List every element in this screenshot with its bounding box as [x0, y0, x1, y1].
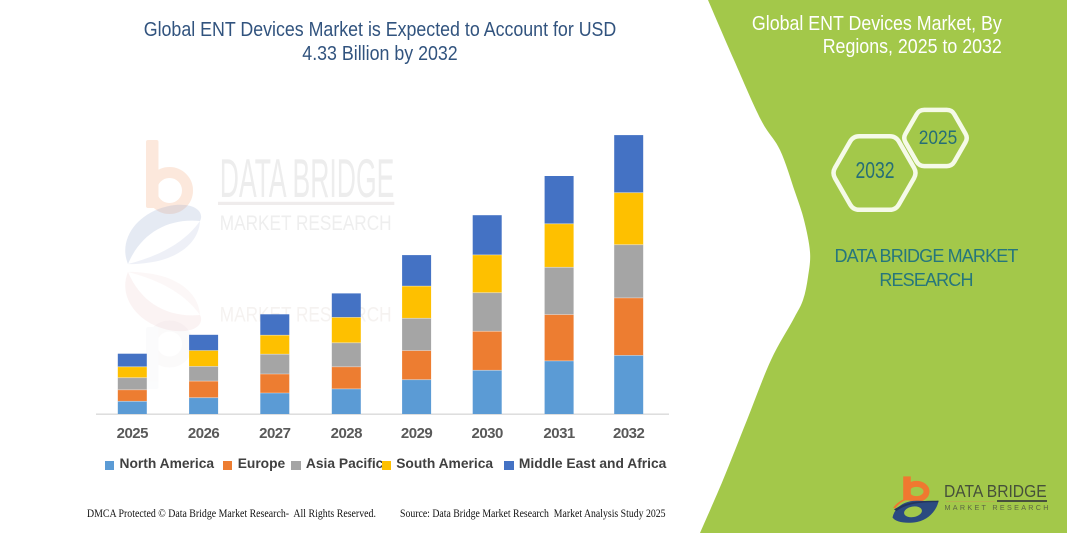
svg-text:2032: 2032	[856, 157, 895, 183]
svg-text:DATA BRIDGE: DATA BRIDGE	[220, 148, 394, 209]
svg-text:2025: 2025	[919, 128, 958, 149]
svg-text:MARKET RESEARCH: MARKET RESEARCH	[220, 212, 392, 235]
svg-text:MARKET RESEARCH: MARKET RESEARCH	[220, 304, 392, 327]
